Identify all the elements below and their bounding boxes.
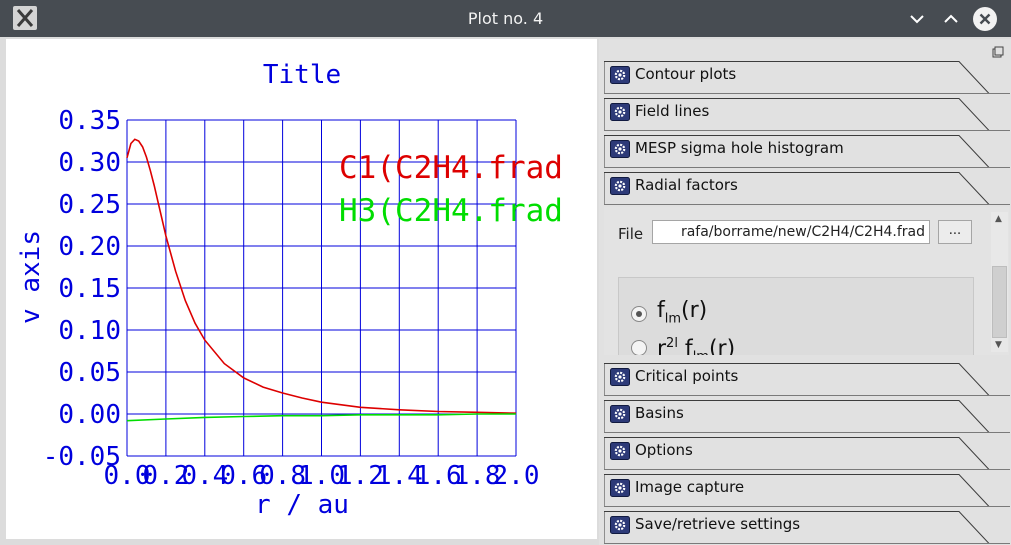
series-line-1 [126, 138, 517, 414]
y-tick-label: 0.10 [58, 316, 121, 346]
radial-factors-content: File ... flm(r) r2l flm(r) ▲ ▼ [604, 207, 1009, 355]
y-tick-label: 0.20 [58, 232, 121, 262]
section-gear-icon [610, 368, 630, 386]
x-tick-label: 0.8 [259, 461, 306, 491]
section-tab-image-capture[interactable]: Image capture [604, 470, 1010, 507]
radial-mode-group: flm(r) r2l flm(r) [618, 277, 974, 355]
line-chart: Title r / au v axis 0.00.20.40.60.81.01.… [16, 60, 563, 520]
section-gear-icon [610, 177, 630, 195]
scrollbar[interactable]: ▲ ▼ [991, 212, 1008, 352]
x-tick-label: 1.4 [376, 461, 423, 491]
section-label: Image capture [635, 478, 745, 496]
browse-button[interactable]: ... [938, 220, 972, 244]
section-label: Basins [635, 404, 684, 422]
section-label: MESP sigma hole histogram [635, 139, 844, 157]
section-tab-options[interactable]: Options [604, 433, 1010, 470]
file-path-input[interactable] [652, 220, 930, 244]
y-tick-label: 0.15 [58, 274, 121, 304]
legend-entry-2: H3(C2H4.frad [339, 193, 563, 229]
chart-title: Title [263, 60, 341, 90]
title-bar: Plot no. 4 [0, 0, 1011, 37]
x-tick-label: 2.0 [493, 461, 540, 491]
series-lines [126, 138, 517, 422]
section-label: Save/retrieve settings [635, 515, 801, 533]
scroll-thumb[interactable] [992, 266, 1007, 338]
section-gear-icon [610, 66, 630, 84]
legend-entry-1: C1(C2H4.frad [339, 150, 563, 186]
section-label: Critical points [635, 367, 739, 385]
grid [126, 119, 517, 457]
section-gear-icon [610, 405, 630, 423]
app-icon [13, 6, 37, 30]
window-title: Plot no. 4 [467, 9, 544, 28]
y-tick-label: 0.05 [58, 358, 121, 388]
section-label: Radial factors [635, 176, 738, 194]
plot-area: Title r / au v axis 0.0 0.2 0.4 0.6 0.8 1.0 1.… [6, 39, 597, 539]
close-button[interactable] [972, 6, 998, 32]
float-panel-icon[interactable] [992, 43, 1004, 58]
section-tab-field-lines[interactable]: Field lines [604, 94, 1010, 131]
section-label: Contour plots [635, 65, 737, 83]
r2l-flm-radio[interactable] [631, 340, 647, 355]
y-tick-label: 0.35 [58, 106, 121, 136]
section-tab-mesp-sigma-hole-histogram[interactable]: MESP sigma hole histogram [604, 131, 1010, 168]
section-gear-icon [610, 479, 630, 497]
section-tab-contour-plots[interactable]: Contour plots [604, 57, 1010, 94]
flm-radio-label: flm(r) [657, 298, 708, 327]
section-gear-icon [610, 442, 630, 460]
flm-radio[interactable] [631, 306, 647, 322]
x-tick-label: 1.2 [337, 461, 384, 491]
x-tick-label: 1.8 [454, 461, 501, 491]
x-tick-label: 0.0 [104, 461, 151, 491]
section-gear-icon [610, 516, 630, 534]
series-line-2 [126, 413, 516, 422]
scroll-up-icon[interactable]: ▲ [995, 214, 1002, 224]
x-axis-label: r / au [255, 490, 349, 520]
r2l-flm-radio-label: r2l flm(r) [657, 336, 736, 355]
legend: C1(C2H4.frad H3(C2H4.frad [339, 150, 563, 229]
section-tab-critical-points[interactable]: Critical points [604, 359, 1010, 396]
section-gear-icon [610, 140, 630, 158]
section-tab-save-retrieve-settings[interactable]: Save/retrieve settings [604, 507, 1010, 544]
y-tick-label: -0.05 [43, 442, 121, 472]
x-tick-label: 0.6 [220, 461, 267, 491]
y-tick-label: 0.00 [58, 400, 121, 430]
section-tab-radial-factors[interactable]: Radial factors [604, 168, 1010, 205]
x-tick-label: 0.4 [181, 461, 228, 491]
x-tick-label: 1.6 [415, 461, 462, 491]
y-tick-label: 0.25 [58, 190, 121, 220]
tool-panel: Contour plots Field lines MESP sigma hole … [599, 39, 1011, 545]
tick-labels: 0.00.20.40.60.81.01.21.41.61.82.0 0.35 0.3… [43, 106, 540, 491]
y-tick-label: 0.30 [58, 148, 121, 178]
section-tab-basins[interactable]: Basins [604, 396, 1010, 433]
y-axis-label: v axis [16, 230, 46, 324]
minimize-button[interactable] [904, 6, 930, 32]
section-gear-icon [610, 103, 630, 121]
section-label: Options [635, 441, 693, 459]
section-label: Field lines [635, 102, 710, 120]
scroll-down-icon[interactable]: ▼ [995, 340, 1002, 350]
x-tick-label: 1.0 [298, 461, 345, 491]
maximize-button[interactable] [938, 6, 964, 32]
x-tick-label: 0.2 [142, 461, 189, 491]
file-label: File [618, 225, 644, 243]
